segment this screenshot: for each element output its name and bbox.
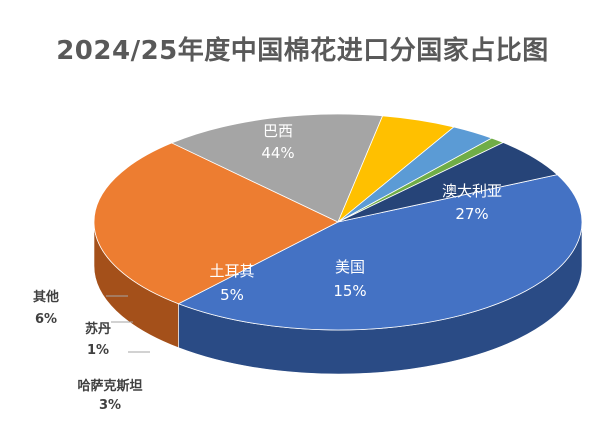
slice-name-label: 哈萨克斯坦 [77,378,142,394]
slice-name-label: 澳大利亚 [442,182,502,200]
pie-labels: 巴西 44% 澳大利亚 27% 美国 15% 土耳其 5% 哈萨克斯坦 3% 苏丹 1% 其他 6% [33,122,502,413]
slice-name-label: 苏丹 [85,321,111,337]
slice-name-label: 巴西 [263,122,293,140]
pie-slice-2 [170,113,384,223]
slice-value-label: 3% [99,398,121,413]
slice-value-label: 44% [261,144,294,162]
pie-top-faces [93,113,583,331]
slice-value-label: 5% [220,286,244,304]
slice-name-label: 其他 [33,289,59,305]
slice-value-label: 27% [455,205,488,223]
chart-title: 2024/25年度中国棉花进口分国家占比图 [56,36,549,66]
slice-value-label: 6% [35,312,57,327]
pie-slice-1 [93,142,339,305]
pie-slice-0 [177,174,583,331]
pie-slice-6 [337,142,559,223]
slice-name-label: 土耳其 [209,262,254,280]
slice-value-label: 15% [333,282,366,300]
slice-name-label: 美国 [335,258,365,276]
slice-value-label: 1% [87,343,109,358]
